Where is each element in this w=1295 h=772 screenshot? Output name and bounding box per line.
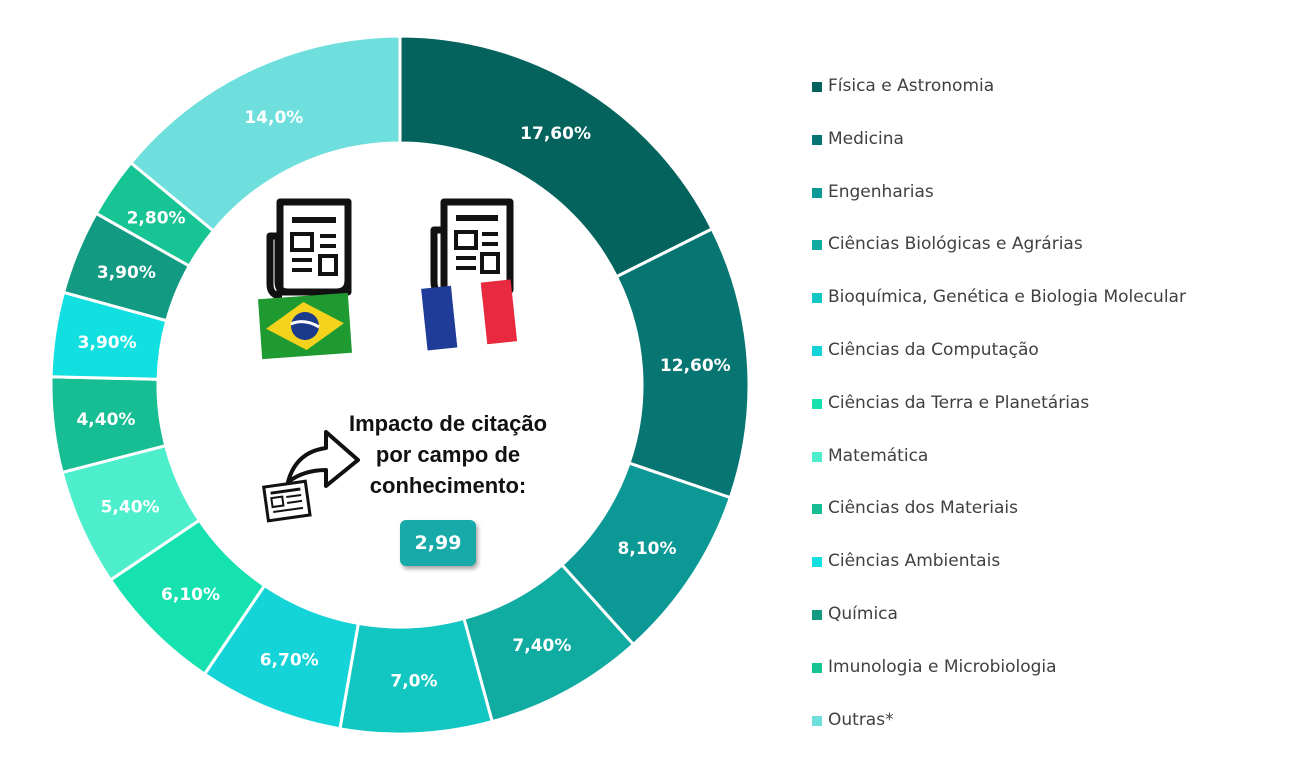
slice-data-label: 4,40% xyxy=(76,410,135,430)
center-title-line-1: Impacto de citação xyxy=(349,411,547,436)
legend-item: Ciências Biológicas e Agrárias xyxy=(812,234,1186,287)
center-title: Impacto de citação por campo de conhecim… xyxy=(349,411,547,498)
legend-swatch xyxy=(812,187,822,198)
legend-label: Matemática xyxy=(828,445,929,466)
donut-slices xyxy=(49,34,751,736)
legend-label: Ciências da Terra e Planetárias xyxy=(828,392,1090,413)
legend-label: Química xyxy=(828,603,898,624)
newspaper-icon xyxy=(430,198,514,298)
legend-swatch xyxy=(812,240,822,251)
legend-item: Ciências da Terra e Planetárias xyxy=(812,393,1186,446)
legend-item: Matemática xyxy=(812,446,1186,499)
legend-item: Ciências da Computação xyxy=(812,340,1186,393)
legend-label: Bioquímica, Genética e Biologia Molecula… xyxy=(828,287,1186,308)
slice-data-label: 6,10% xyxy=(161,585,220,605)
citation-impact-value: 2,99 xyxy=(400,520,476,566)
legend-swatch xyxy=(812,134,822,145)
center-title-line-2: por campo de xyxy=(376,442,520,467)
slice-data-label: 17,60% xyxy=(520,124,591,144)
legend-swatch xyxy=(812,293,822,304)
slice-labels: 17,60% 12,60% 8,10% 7,40% 7,0% 6,70% 6,10% 5,40… xyxy=(76,108,730,691)
brazil-flag-icon xyxy=(258,292,352,360)
slice-data-label: 6,70% xyxy=(260,650,319,670)
legend-item: Física e Astronomia xyxy=(812,76,1186,129)
legend-item: Outras* xyxy=(812,710,1186,763)
slice-data-label: 3,90% xyxy=(78,333,137,353)
center-title-line-3: conhecimento: xyxy=(370,473,526,498)
legend-item: Imunologia e Microbiologia xyxy=(812,657,1186,710)
slice-data-label: 12,60% xyxy=(660,356,731,376)
legend-label: Imunologia e Microbiologia xyxy=(828,656,1057,677)
legend-label: Engenharias xyxy=(828,181,934,202)
legend-swatch xyxy=(812,557,822,568)
legend-swatch xyxy=(812,504,822,515)
slice-data-label: 7,0% xyxy=(390,672,437,692)
legend-label: Ciências Biológicas e Agrárias xyxy=(828,234,1083,255)
france-flag-icon xyxy=(421,279,518,351)
legend-item: Bioquímica, Genética e Biologia Molecula… xyxy=(812,287,1186,340)
newspaper-icon xyxy=(262,479,312,523)
legend-label: Ciências dos Materiais xyxy=(828,498,1018,519)
legend-label: Medicina xyxy=(828,128,904,149)
donut-slice xyxy=(128,34,402,234)
slice-data-label: 7,40% xyxy=(512,636,571,656)
legend-swatch xyxy=(812,609,822,620)
slice-data-label: 2,80% xyxy=(127,208,186,228)
slice-data-label: 3,90% xyxy=(97,263,156,283)
legend-label: Ciências Ambientais xyxy=(828,551,1001,572)
legend-swatch xyxy=(812,398,822,409)
legend-item: Medicina xyxy=(812,129,1186,182)
slice-data-label: 5,40% xyxy=(101,497,160,517)
legend-item: Química xyxy=(812,604,1186,657)
legend-swatch xyxy=(812,715,822,726)
curved-arrow-icon xyxy=(286,430,360,488)
legend: Física e Astronomia Medicina Engenharias Ci… xyxy=(812,76,1186,762)
slice-data-label: 8,10% xyxy=(618,539,677,559)
slice-data-label: 14,0% xyxy=(244,108,303,128)
legend-swatch xyxy=(812,345,822,356)
legend-label: Ciências da Computação xyxy=(828,339,1039,360)
newspaper-icon xyxy=(266,198,352,300)
legend-label: Outras* xyxy=(828,709,894,730)
legend-swatch xyxy=(812,82,822,92)
legend-item: Engenharias xyxy=(812,182,1186,235)
legend-swatch xyxy=(812,662,822,673)
legend-swatch xyxy=(812,451,822,462)
legend-label: Física e Astronomia xyxy=(828,76,995,96)
legend-item: Ciências Ambientais xyxy=(812,551,1186,604)
legend-item: Ciências dos Materiais xyxy=(812,498,1186,551)
